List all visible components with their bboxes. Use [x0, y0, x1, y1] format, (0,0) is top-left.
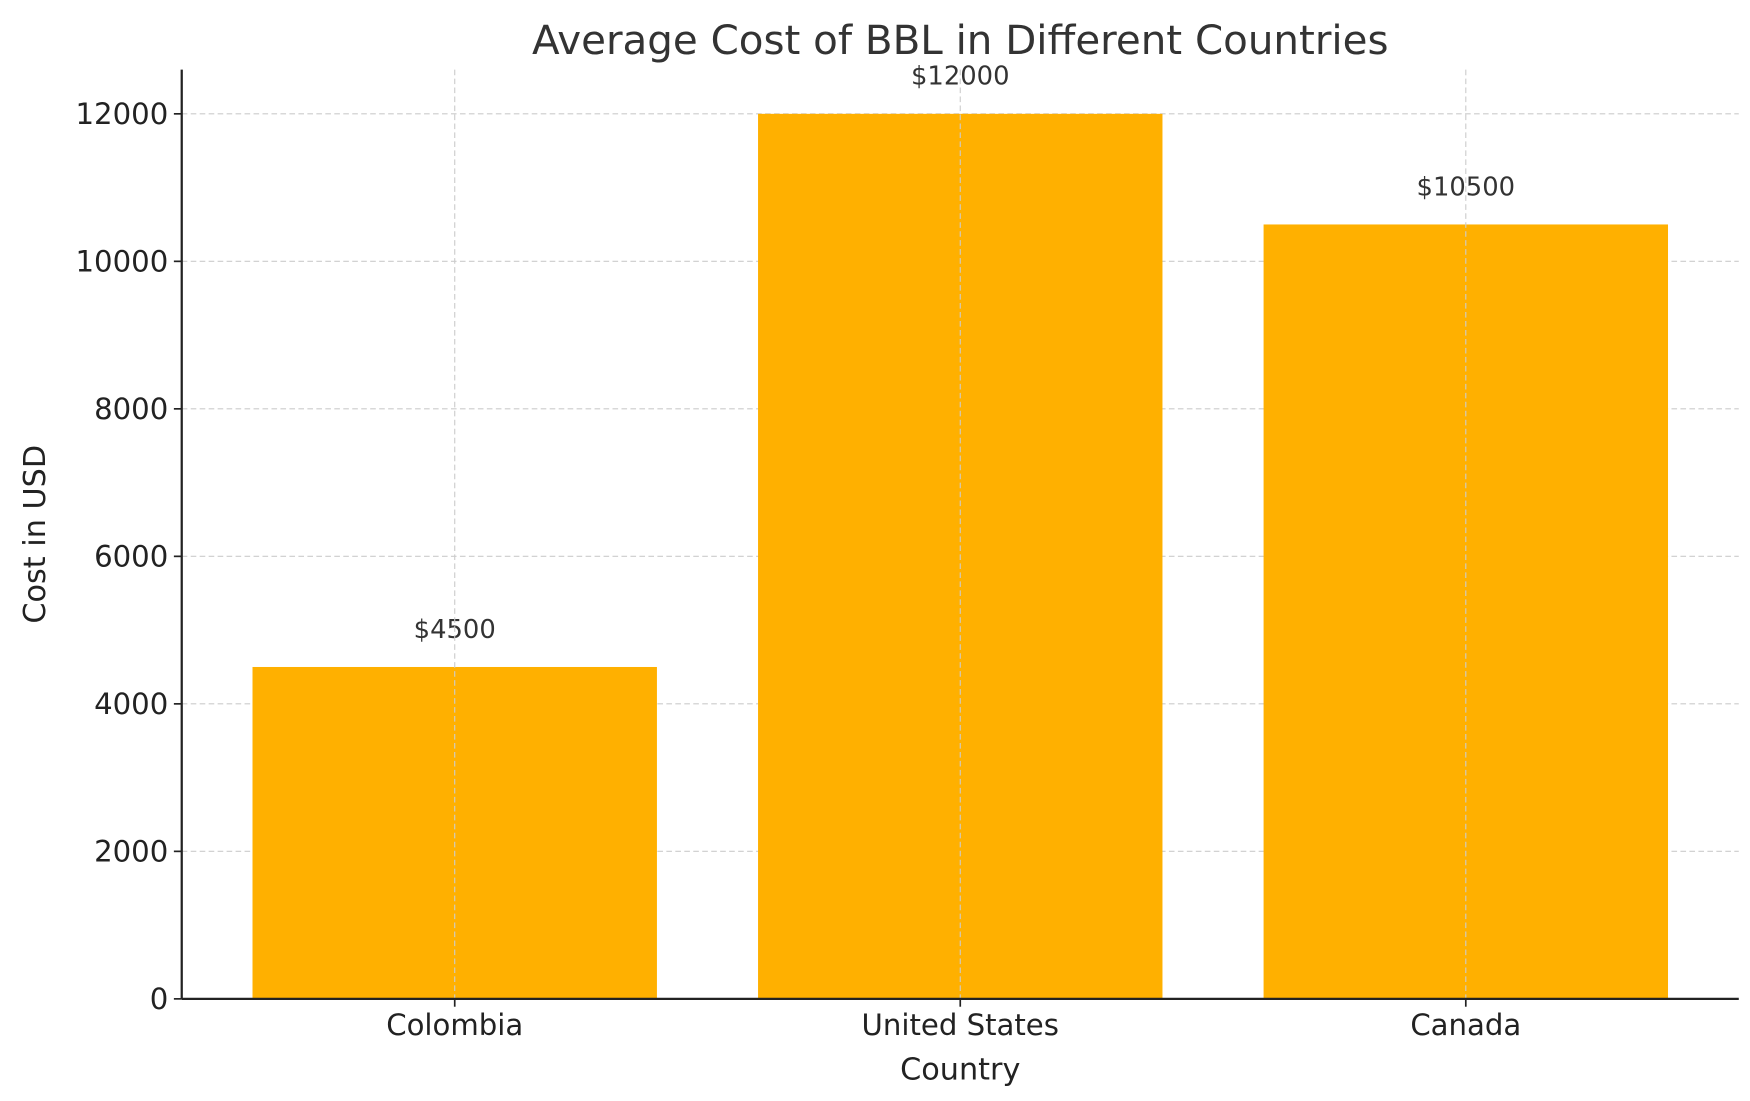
chart-title: Average Cost of BBL in Different Countri… — [532, 17, 1389, 64]
y-tick-label: 0 — [150, 982, 169, 1016]
axes: 0 2000 4000 6000 8000 10000 12000 Colombia Unite… — [76, 69, 1739, 1042]
data-label: $12000 — [911, 62, 1009, 92]
y-tick-label: 2000 — [94, 834, 168, 868]
y-axis-label: Cost in USD — [18, 445, 53, 624]
y-tick-label: 4000 — [94, 687, 168, 721]
x-tick-label: United States — [862, 1008, 1059, 1042]
x-tick-label: Canada — [1410, 1008, 1521, 1042]
x-tick-label: Colombia — [386, 1008, 523, 1042]
x-axis-label: Country — [900, 1053, 1020, 1088]
y-tick-label: 6000 — [94, 539, 168, 573]
y-tick-label: 12000 — [76, 97, 169, 131]
y-tick-label: 8000 — [94, 392, 168, 426]
y-tick-label: 10000 — [76, 244, 169, 278]
